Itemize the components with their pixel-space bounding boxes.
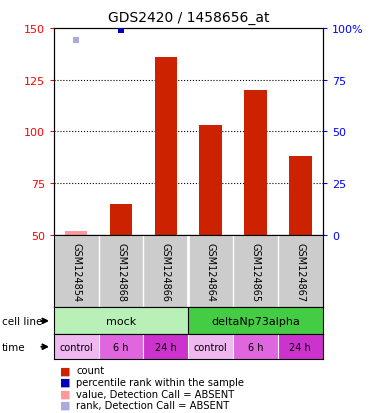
Text: GSM124867: GSM124867 bbox=[295, 242, 305, 301]
Text: GSM124854: GSM124854 bbox=[71, 242, 81, 301]
Bar bbox=[289, 157, 312, 235]
Text: percentile rank within the sample: percentile rank within the sample bbox=[76, 377, 244, 387]
Text: GSM124868: GSM124868 bbox=[116, 242, 126, 301]
Bar bbox=[200, 126, 222, 235]
Bar bbox=[144, 335, 188, 359]
Text: ■: ■ bbox=[60, 377, 70, 387]
Text: ■: ■ bbox=[60, 400, 70, 410]
Text: control: control bbox=[59, 342, 93, 352]
Bar bbox=[54, 335, 99, 359]
Bar bbox=[110, 204, 132, 235]
Text: deltaNp73alpha: deltaNp73alpha bbox=[211, 316, 300, 326]
Bar bbox=[155, 58, 177, 235]
Text: 6 h: 6 h bbox=[113, 342, 129, 352]
Text: control: control bbox=[194, 342, 227, 352]
Title: GDS2420 / 1458656_at: GDS2420 / 1458656_at bbox=[108, 11, 269, 25]
Bar bbox=[233, 335, 278, 359]
Bar bbox=[99, 335, 144, 359]
Text: GSM124864: GSM124864 bbox=[206, 242, 216, 301]
Text: cell line: cell line bbox=[2, 316, 42, 326]
Text: value, Detection Call = ABSENT: value, Detection Call = ABSENT bbox=[76, 389, 234, 399]
Text: GSM124865: GSM124865 bbox=[250, 242, 260, 301]
Text: 24 h: 24 h bbox=[289, 342, 311, 352]
Text: rank, Detection Call = ABSENT: rank, Detection Call = ABSENT bbox=[76, 400, 229, 410]
Text: 6 h: 6 h bbox=[248, 342, 263, 352]
Bar bbox=[244, 91, 267, 235]
Text: count: count bbox=[76, 366, 104, 375]
Text: 24 h: 24 h bbox=[155, 342, 177, 352]
Bar bbox=[188, 335, 233, 359]
Bar bbox=[65, 231, 88, 235]
Bar bbox=[278, 335, 323, 359]
Text: ■: ■ bbox=[60, 366, 70, 375]
Text: GSM124866: GSM124866 bbox=[161, 242, 171, 301]
Text: ■: ■ bbox=[60, 389, 70, 399]
Text: time: time bbox=[2, 342, 26, 352]
Text: mock: mock bbox=[106, 316, 136, 326]
Bar bbox=[188, 308, 323, 335]
